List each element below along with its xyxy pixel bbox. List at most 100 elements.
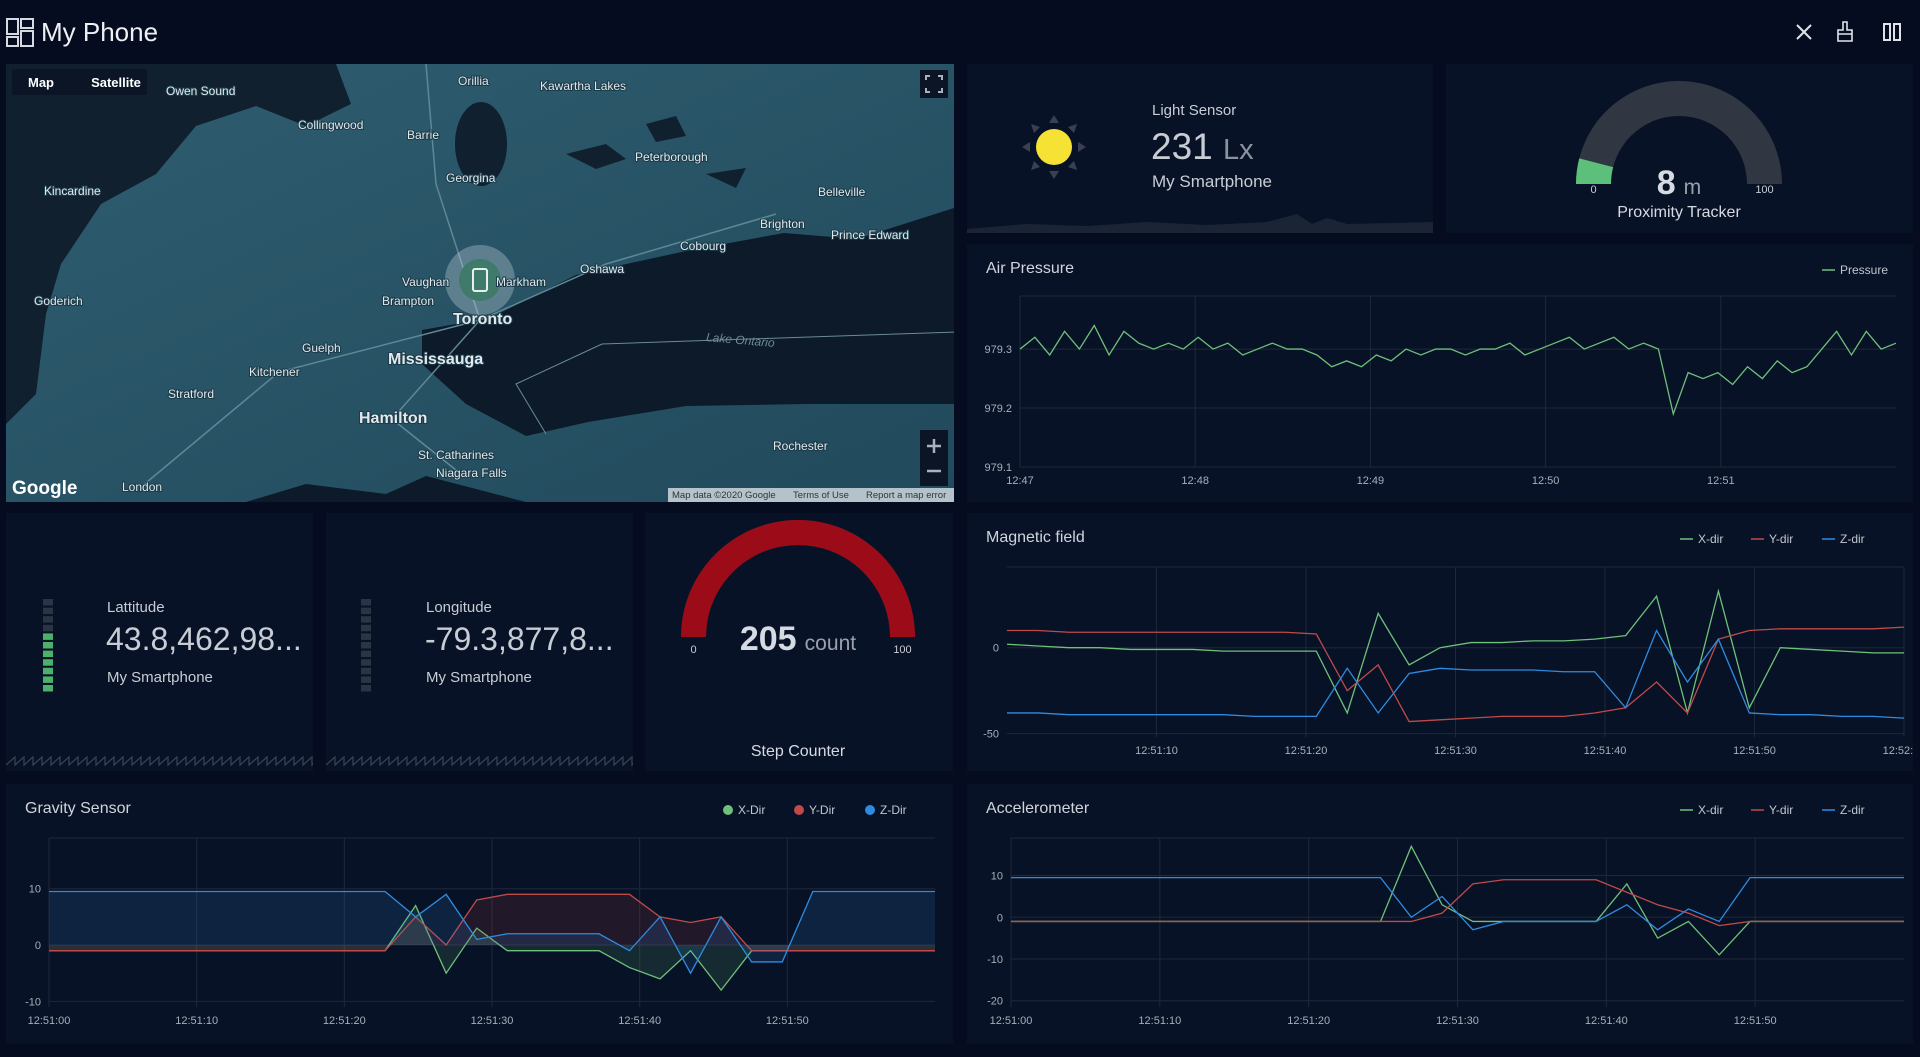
map-label: Georgina: [446, 171, 496, 185]
series-line: [1011, 876, 1904, 931]
map[interactable]: Toronto Mississauga Hamilton Vaughan Mar…: [6, 64, 954, 502]
signal-bar: [361, 650, 371, 658]
gauge-label: Proximity Tracker: [1617, 204, 1741, 221]
signal-bar: [361, 685, 371, 692]
x-tick-label: 12:50: [1532, 475, 1560, 487]
map-footer: [668, 488, 954, 502]
legend-label: Y-dir: [1769, 803, 1793, 817]
map-label: London: [122, 480, 162, 494]
x-tick-label: 12:51:30: [1434, 745, 1477, 757]
map-label: Lake Ontario: [706, 330, 776, 350]
air-pressure-panel: Air Pressure 979.1 979.2 979.3 12:47 12:48 12:…: [967, 244, 1913, 502]
series-line: [1007, 626, 1905, 723]
chart-title: Air Pressure: [986, 260, 1074, 277]
location-marker[interactable]: [459, 259, 501, 301]
signal-bar: [361, 633, 371, 640]
series-line: [1011, 879, 1904, 927]
y-tick-label: -20: [987, 996, 1003, 1008]
gauge-unit: count: [805, 632, 857, 655]
signal-bar: [43, 607, 53, 615]
x-tick-label: 12:51:50: [1733, 745, 1776, 757]
gauge-value: [1576, 158, 1614, 184]
satellite-button[interactable]: Satellite: [91, 75, 141, 90]
small-lakes: [566, 116, 746, 188]
legend-label: Z-dir: [1840, 532, 1865, 546]
dashboard-icon: [6, 18, 34, 47]
clear-button[interactable]: [1835, 21, 1855, 43]
page-title: My Phone: [41, 17, 159, 47]
map-label: Goderich: [34, 294, 83, 308]
signal-bar: [361, 624, 371, 632]
legend-label: Z-Dir: [880, 803, 907, 817]
x-tick-label: 12:48: [1181, 475, 1209, 487]
legend-marker: [723, 805, 733, 815]
device-name: My Smartphone: [107, 669, 213, 686]
y-tick-label: 979.1: [984, 462, 1012, 474]
accelerometer-chart: Accelerometer 10 0 -10 -20 12:51:00 12:51:10 12…: [986, 800, 1904, 1027]
signal-bar: [43, 616, 53, 623]
sensor-value: 231: [1151, 126, 1213, 167]
map-footer-text[interactable]: Terms of Use: [793, 490, 849, 501]
map-footer-text[interactable]: Report a map error: [866, 490, 946, 501]
map-button[interactable]: Map: [28, 75, 54, 90]
signal-bar: [361, 607, 371, 615]
gravity-panel: Gravity Sensor 10 0 -10 12:51:00 12:51:10 12:5…: [6, 784, 953, 1044]
map-label: Niagara Falls: [436, 466, 507, 480]
light-sensor-panel: Light Sensor 231 Lx My Smartphone: [967, 64, 1433, 233]
roads: [140, 64, 777, 488]
legend-label: Y-Dir: [809, 803, 835, 817]
map-label: Orillia: [458, 74, 489, 88]
device-name: My Smartphone: [426, 669, 532, 686]
sensor-reading: 231 Lx: [1151, 126, 1254, 168]
x-tick-label: 12:51:20: [323, 1015, 366, 1027]
border: [515, 331, 954, 435]
y-tick-label: 10: [991, 871, 1003, 883]
sun-icon: [1022, 115, 1086, 179]
signal-bar: [43, 659, 53, 666]
map-panel[interactable]: Toronto Mississauga Hamilton Vaughan Mar…: [6, 64, 954, 502]
sensor-label: Light Sensor: [1152, 102, 1237, 119]
zoom-control: [920, 430, 948, 486]
legend-label: X-dir: [1698, 803, 1723, 817]
y-tick-label: 0: [993, 643, 999, 655]
map-label: Prince Edward: [831, 228, 909, 242]
gauge-label: Step Counter: [751, 743, 846, 760]
gauge-min: 0: [1590, 184, 1596, 196]
signal-bar: [43, 624, 53, 632]
water: [6, 64, 351, 424]
step-counter-panel: 0 100 205 count Step Counter: [645, 513, 953, 771]
gauge-min: 0: [690, 644, 696, 656]
lake-simcoe: [455, 102, 507, 186]
close-button[interactable]: [1794, 22, 1814, 42]
longitude-value: -79.3,877,8...: [425, 621, 614, 657]
map-logo: Google: [12, 478, 77, 499]
signal-bar: [361, 659, 371, 666]
zigzag: [326, 755, 633, 767]
phone-icon: [472, 268, 488, 292]
series-line: [1007, 629, 1905, 719]
lake-erie: [246, 476, 526, 502]
map-label: Cobourg: [680, 239, 726, 253]
signal-bar: [43, 685, 53, 692]
x-tick-label: 12:51:00: [28, 1015, 71, 1027]
fullscreen-button[interactable]: [920, 70, 948, 98]
accelerometer-panel: Accelerometer 10 0 -10 -20 12:51:00 12:51:10 12…: [967, 784, 1913, 1044]
magnetic-field-panel: Magnetic field 0 -50 12:51:10 12:51:20 12:51:…: [967, 513, 1913, 771]
map-label: Kawartha Lakes: [540, 79, 626, 93]
map-label: Toronto: [453, 311, 512, 328]
latitude-graphics: [6, 599, 313, 767]
pause-button[interactable]: [1882, 22, 1902, 42]
map-label: Oshawa: [580, 262, 624, 276]
map-type-control: [12, 69, 147, 95]
map-label: Stratford: [168, 387, 214, 401]
x-tick-label: 12:51:30: [1436, 1015, 1479, 1027]
series-line: [1006, 588, 1904, 716]
x-tick-label: 12:49: [1357, 475, 1385, 487]
map-label: Brampton: [382, 294, 434, 308]
legend-marker: [865, 805, 875, 815]
signal-bar: [43, 599, 53, 606]
zoom-in[interactable]: [927, 439, 941, 453]
longitude-label: Longitude: [426, 599, 492, 616]
